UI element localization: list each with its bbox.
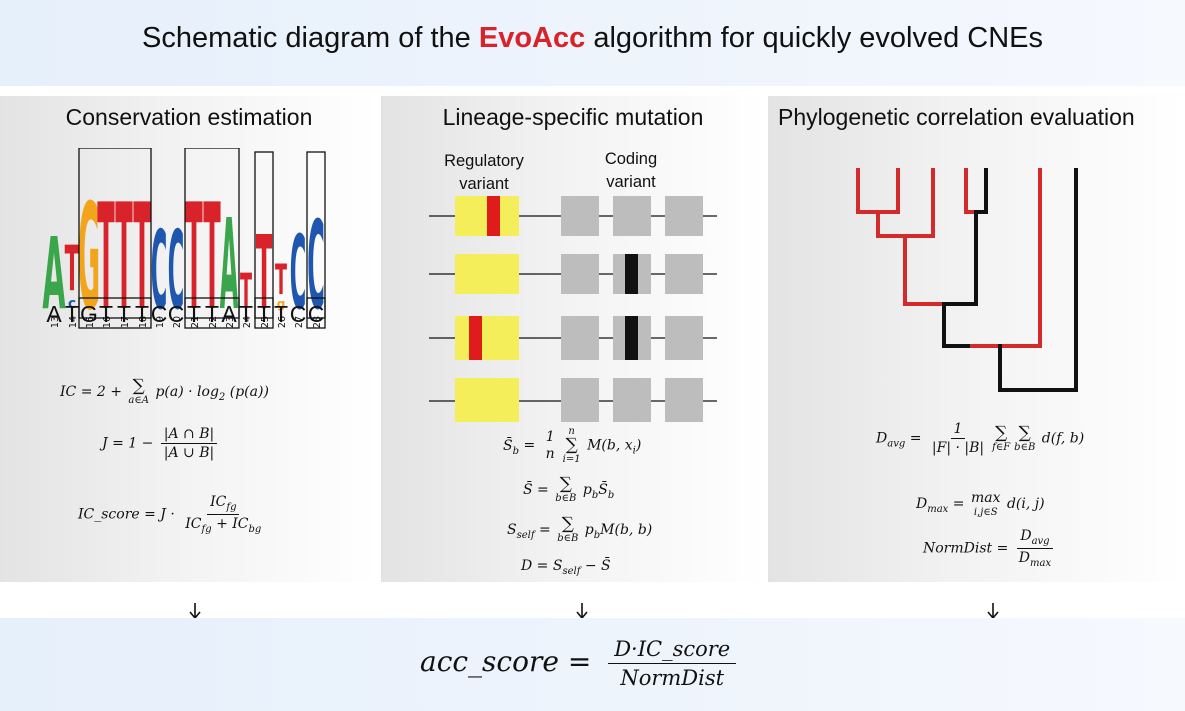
- seq-letter: T: [135, 301, 149, 327]
- regulatory-label-line1: Regulatory: [444, 152, 524, 170]
- down-arrow-icon: [189, 603, 201, 619]
- logo-pos-label: 22: [208, 316, 219, 328]
- svg-text:T: T: [97, 173, 114, 333]
- title-highlight: EvoAcc: [478, 22, 586, 54]
- ic-score-formula: IC_score = J · ICfg ICfg + ICbg: [78, 494, 262, 535]
- logo-pos-label: 24: [242, 316, 253, 328]
- svg-text:C: C: [307, 196, 325, 333]
- svg-text:T: T: [185, 173, 202, 333]
- logo-pos-label: 15: [85, 316, 96, 328]
- logo-pos-label: 13: [50, 316, 61, 328]
- svg-text:A: A: [42, 217, 65, 332]
- logo-pos-label: 28: [312, 316, 323, 328]
- mutation-title: Lineage-specific mutation: [442, 104, 704, 130]
- seq-letter: T: [65, 301, 79, 327]
- d-formula: D = Sself − S̄: [521, 558, 611, 577]
- s-self-formula: Sself = ∑ b∈B pbM(b, b): [507, 514, 653, 545]
- seq-letter: C: [151, 301, 168, 327]
- seq-letter: T: [117, 301, 131, 327]
- coding-label-line2: variant: [606, 173, 656, 191]
- svg-text:G: G: [78, 172, 100, 333]
- svg-text:T: T: [65, 234, 80, 306]
- s-bar-formula: S̄ = ∑ b∈B pbS̄b: [523, 474, 615, 505]
- mutation-panel: Lineage-specific mutation Regulatory var…: [381, 96, 765, 582]
- svg-text:T: T: [115, 173, 132, 333]
- title-suffix: algorithm for quickly evolved CNEs: [585, 22, 1043, 54]
- logo-pos-label: 25: [260, 316, 271, 328]
- logo-pos-label: 19: [155, 316, 166, 328]
- diagram-title: Schematic diagram of the EvoAcc algorith…: [0, 22, 1185, 55]
- svg-text:g: g: [277, 297, 286, 311]
- svg-text:C: C: [290, 214, 307, 333]
- norm-dist-formula: NormDist = Davg Dmax: [923, 528, 1053, 569]
- svg-text:C: C: [168, 210, 185, 333]
- logo-pos-label: 17: [120, 316, 131, 328]
- seq-letter: C: [308, 301, 325, 327]
- d-avg-formula: Davg = 1 |F| · |B| ∑ f∈F ∑ b∈B d(f, b): [876, 421, 1085, 456]
- logo-pos-label: 21: [190, 316, 201, 328]
- svg-text:T: T: [256, 214, 273, 332]
- svg-text:T: T: [133, 173, 150, 333]
- title-prefix: Schematic diagram of the: [141, 22, 479, 54]
- coding-variant-label: Coding variant: [581, 148, 681, 194]
- logo-pos-label: 16: [102, 316, 113, 328]
- down-arrow-icon: [987, 603, 999, 619]
- regulatory-label-line2: variant: [459, 175, 509, 193]
- seq-letter: A: [221, 301, 237, 327]
- alignment-diagram: [429, 196, 717, 422]
- logo-pos-label: 27: [294, 316, 305, 328]
- svg-text:C: C: [151, 210, 168, 333]
- seq-letter: T: [257, 301, 271, 327]
- title-banner: Schematic diagram of the EvoAcc algorith…: [0, 0, 1185, 86]
- svg-text:T: T: [203, 173, 220, 333]
- d-max-formula: Dmax = max i,j∈S d(i, j): [916, 490, 1045, 518]
- logo-pos-label: 26: [277, 316, 288, 328]
- phylo-panel: Phylogenetic correlation evaluation Davg…: [768, 96, 1185, 582]
- seq-letter: C: [290, 301, 307, 327]
- seq-letter: G: [80, 301, 98, 327]
- seq-letter: T: [99, 301, 113, 327]
- seq-letter: C: [168, 301, 185, 327]
- final-formula-banner: [0, 618, 1185, 711]
- phylogenetic-tree: [856, 168, 1078, 392]
- seq-letter: A: [46, 301, 62, 327]
- coding-label-line1: Coding: [604, 150, 658, 168]
- sequence-logo: A T c G T T T C C T T A T T T g C: [42, 148, 326, 333]
- logo-pos-label: 20: [172, 316, 183, 328]
- seq-letter: T: [274, 301, 288, 327]
- svg-text:c: c: [68, 296, 76, 312]
- logo-pos-label: 18: [138, 316, 149, 328]
- jaccard-formula: J = 1 − |A ∩ B| |A ∪ B|: [102, 426, 220, 461]
- conservation-title: Conservation estimation: [65, 104, 313, 130]
- s-b-formula: S̄b = 1 n n ∑ i=1 M(b, xi): [503, 426, 642, 465]
- svg-text:T: T: [240, 263, 252, 320]
- final-formula: acc_score = D·IC_score NormDist: [420, 637, 739, 690]
- consensus-sequence: A T G T T T C C T T A T T T C C: [46, 297, 326, 329]
- svg-text:T: T: [275, 255, 287, 305]
- seq-letter: T: [205, 301, 219, 327]
- logo-pos-label: 23: [225, 316, 236, 328]
- ic-formula: IC = 2 + ∑ a∈A p(a) · log2 (p(a)): [60, 376, 269, 407]
- seq-letter: T: [239, 301, 253, 327]
- down-arrow-icon: [576, 603, 588, 619]
- regulatory-variant-label: Regulatory variant: [429, 150, 539, 196]
- seq-letter: T: [187, 301, 201, 327]
- conservation-panel: Conservation estimation A T c G T T T C …: [0, 96, 378, 582]
- logo-pos-label: 14: [68, 316, 79, 328]
- phylo-title: Phylogenetic correlation evaluation: [778, 104, 1135, 130]
